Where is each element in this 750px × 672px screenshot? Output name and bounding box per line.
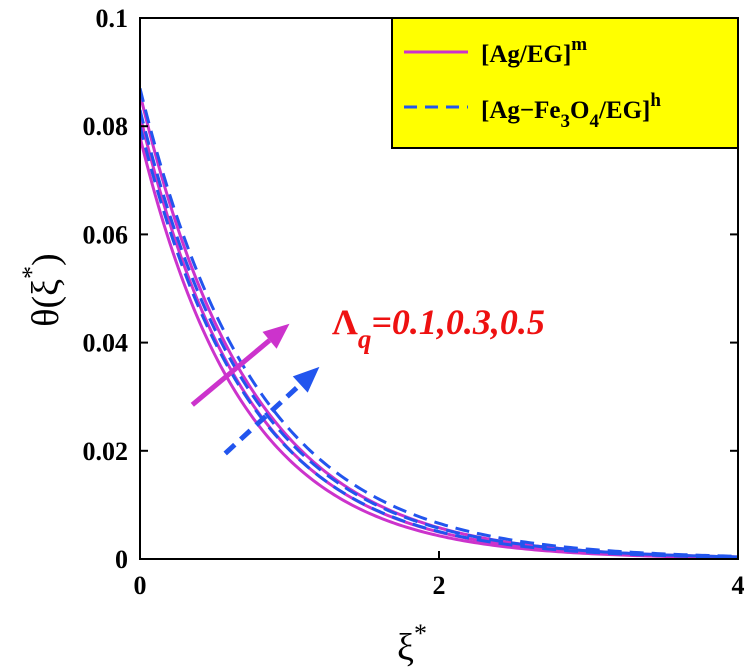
legend-label-ag-eg: [Ag/EG]m (481, 34, 587, 68)
y-axis-title-post: ) (25, 253, 67, 266)
annotation-sub: q (358, 324, 372, 354)
legend-text-part: /EG] (598, 97, 650, 124)
annotation-values: =0.1,0.3,0.5 (371, 302, 545, 342)
annotation-greek: Λ (332, 302, 358, 342)
arrow-solid-increasing (190, 323, 290, 407)
y-axis-title-pre: θ(ξ (25, 279, 67, 327)
legend-text-part: 4 (589, 111, 599, 132)
series-line-6 (140, 87, 738, 558)
series-layer (140, 87, 738, 559)
y-tick-label: 0.08 (83, 112, 129, 141)
legend-text-part: 3 (561, 111, 571, 132)
y-axis-title: θ(ξ*) (17, 253, 67, 326)
parameter-annotation: Λq=0.1,0.3,0.5 (332, 302, 545, 354)
tick-layer: 0 2 4 0 0.02 0.04 0.06 0.08 0.1 (83, 4, 745, 600)
legend-text-part: [Ag/EG] (481, 41, 571, 68)
legend: [Ag/EG]m [Ag−Fe3O4/EG]h (391, 17, 739, 149)
x-tick-label: 2 (433, 571, 446, 600)
y-tick-label: 0.02 (83, 437, 129, 466)
legend-text-part: O (570, 97, 589, 124)
x-tick-label: 4 (732, 571, 745, 600)
x-axis-title: ξ* (397, 619, 427, 669)
y-tick-label: 0 (115, 545, 128, 574)
legend-text-part: [Ag−Fe (481, 97, 561, 124)
series-line-4 (140, 125, 738, 559)
legend-text-part: h (650, 90, 661, 111)
y-tick-label: 0.04 (83, 329, 129, 358)
y-tick-label: 0.1 (96, 4, 129, 33)
legend-label-ag-fe3o4-eg: [Ag−Fe3O4/EG]h (481, 90, 661, 132)
legend-box (391, 17, 739, 149)
legend-text-part: m (571, 34, 587, 55)
x-tick-label: 0 (134, 571, 147, 600)
x-axis-title-sup: * (414, 619, 427, 648)
arrow-layer (190, 323, 320, 456)
y-axis-title-sup: * (17, 266, 46, 279)
arrow-dashed-increasing (223, 366, 320, 456)
y-tick-label: 0.06 (83, 220, 129, 249)
x-axis-title-base: ξ (397, 627, 414, 669)
